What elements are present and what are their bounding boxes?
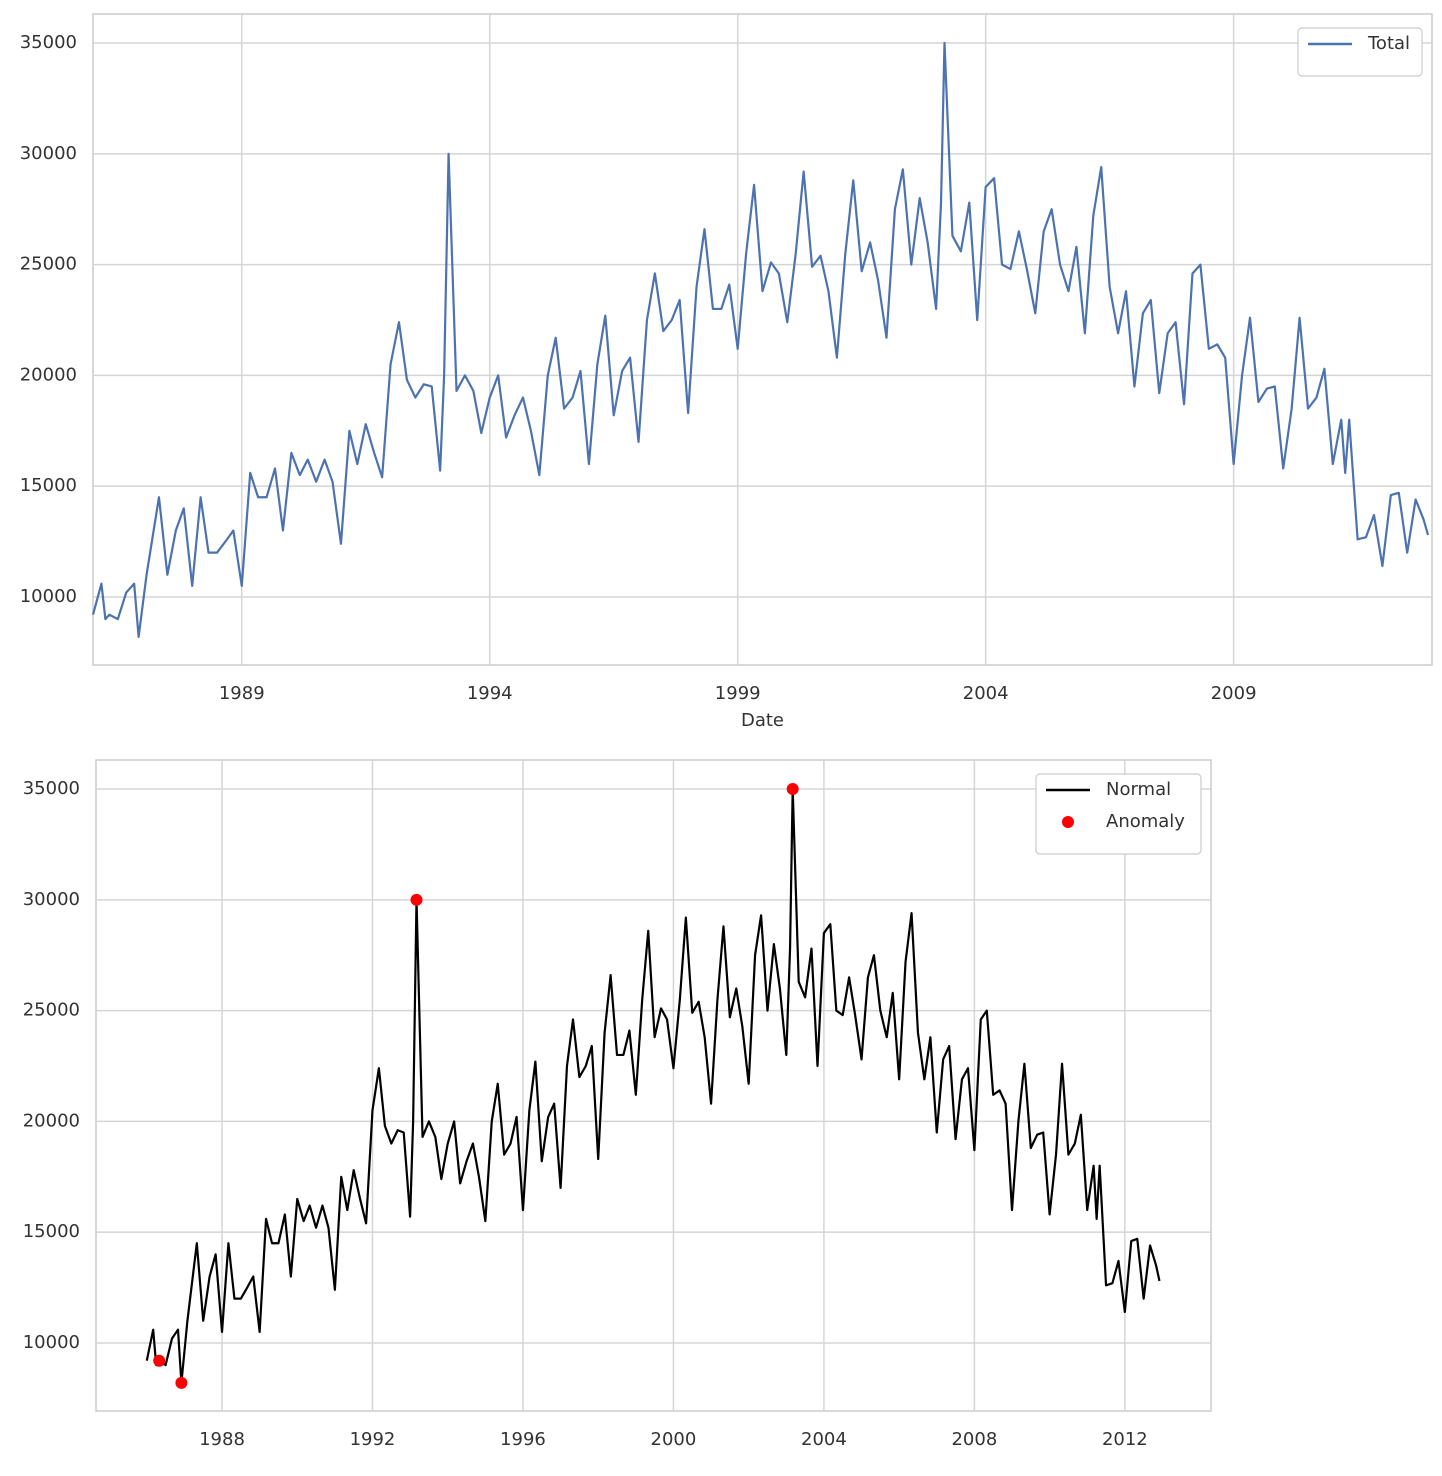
y-tick-label: 15000 [23,1221,80,1242]
anomaly-point [175,1376,188,1389]
x-tick-label: 1988 [199,1429,245,1450]
y-tick-label: 20000 [20,364,77,385]
y-tick-label: 25000 [20,254,77,275]
x-tick-label: 1992 [350,1429,396,1450]
y-tick-label: 30000 [20,143,77,164]
line [145,787,1161,1384]
y-tick-label: 35000 [20,32,77,53]
x-tick-label: 2000 [651,1429,697,1450]
x-axis-label: Date [741,710,784,731]
y-tick-label: 25000 [23,1000,80,1021]
x-tick-label: 1996 [500,1429,546,1450]
y-tick-label: 10000 [23,1332,80,1353]
legend-label: Anomaly [1106,811,1185,832]
x-tick-label: 2009 [1211,683,1257,704]
plot-area [95,759,1212,1412]
x-tick-label: 1999 [715,683,761,704]
y-tick-label: 20000 [23,1110,80,1131]
anomaly-point [786,783,799,796]
legend-box [1297,27,1423,77]
x-tick-label: 2004 [963,683,1009,704]
legend-label: Total [1367,33,1410,54]
anomaly-point [410,893,423,906]
x-tick-label: 2004 [801,1429,847,1450]
x-tick-label: 1994 [467,683,513,704]
line [91,41,1430,638]
x-tick-label: 1989 [219,683,265,704]
y-tick-label: 35000 [23,778,80,799]
plot-area [92,13,1433,666]
y-tick-label: 30000 [23,889,80,910]
y-tick-label: 15000 [20,475,77,496]
anomaly-point [153,1354,166,1367]
x-tick-label: 2012 [1102,1429,1148,1450]
legend-box [1035,773,1202,855]
y-tick-label: 10000 [20,586,77,607]
legend-swatch [1062,816,1074,828]
legend-label: Normal [1106,779,1171,800]
x-tick-label: 2008 [951,1429,997,1450]
